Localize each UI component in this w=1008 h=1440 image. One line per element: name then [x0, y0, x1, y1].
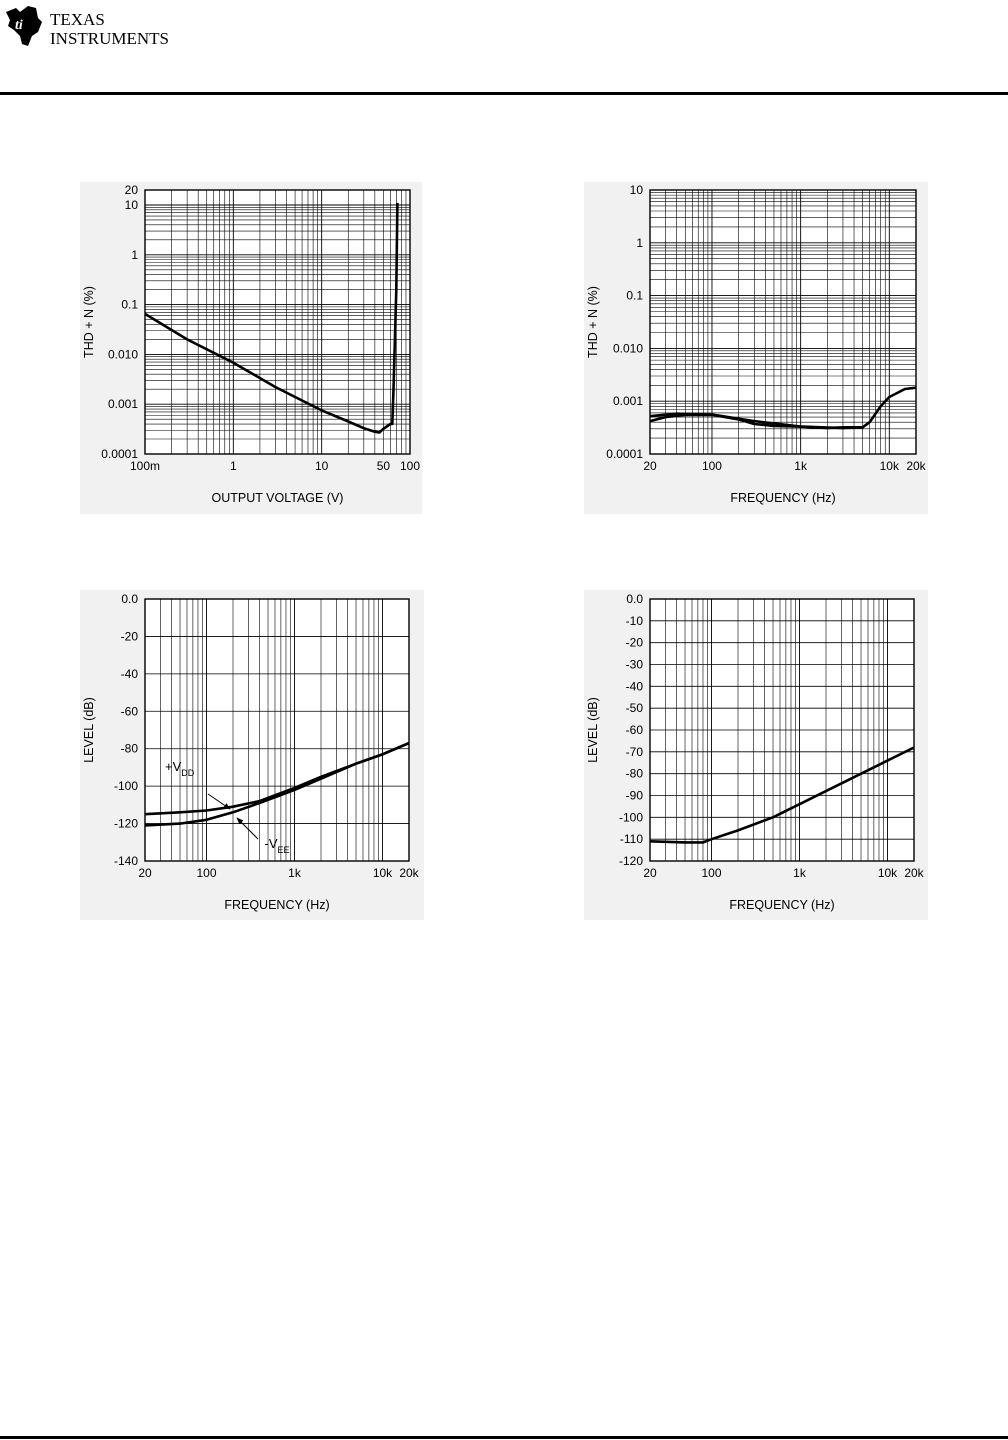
- plot-area: [145, 190, 410, 454]
- x-tick-label: 10k: [878, 866, 898, 880]
- y-tick-label: 0.0: [626, 592, 643, 606]
- y-tick-label: 10: [630, 183, 644, 197]
- y-tick-label: 0.0: [121, 592, 138, 606]
- y-tick-label: -30: [626, 658, 644, 672]
- y-tick-label: -80: [626, 767, 644, 781]
- x-axis-label: FREQUENCY (Hz): [730, 491, 835, 505]
- y-tick-label: -40: [626, 679, 644, 693]
- y-tick-label: 0.1: [626, 289, 643, 303]
- x-tick-label: 100: [400, 459, 420, 473]
- series-line: [144, 202, 399, 434]
- plot-frame: [649, 598, 915, 862]
- annotation-leader: [236, 817, 259, 840]
- x-tick-label: 1k: [793, 866, 807, 880]
- chart-level-vs-frequency: 20 100 1k 10k 20k 0.0 -10 -20 -30 -40 -50 -60 -70 -80…: [584, 590, 928, 920]
- plot-area: [650, 190, 916, 454]
- y-tick-label: -100: [114, 779, 138, 793]
- annotation-leader: [207, 793, 231, 810]
- series-line: [144, 741, 410, 827]
- x-tick-label: 20: [138, 866, 152, 880]
- x-tick-label: 20: [643, 459, 657, 473]
- x-axis-label: OUTPUT VOLTAGE (V): [212, 491, 344, 505]
- y-tick-label: -20: [121, 629, 139, 643]
- ti-logo: ti TEXAS INSTRUMENTS: [6, 6, 169, 48]
- y-tick-label: 0.0001: [101, 447, 138, 461]
- x-tick-label: 100: [702, 459, 722, 473]
- y-tick-label: 20: [125, 183, 139, 197]
- y-tick-label: -80: [121, 742, 139, 756]
- y-axis-label: LEVEL (dB): [586, 697, 600, 763]
- y-tick-label: -50: [626, 701, 644, 715]
- y-tick-label: 10: [125, 198, 139, 212]
- y-tick-label: -10: [626, 614, 644, 628]
- y-tick-label: -120: [114, 817, 138, 831]
- y-tick-label: -70: [626, 745, 644, 759]
- x-tick-label: 100m: [130, 459, 160, 473]
- ti-state-logo-icon: [6, 6, 42, 46]
- y-tick-label: 0.1: [121, 298, 138, 312]
- y-axis-label: THD + N (%): [586, 286, 600, 358]
- y-tick-label: 1: [131, 248, 138, 262]
- plot-frame: [649, 189, 917, 455]
- x-tick-label: 50: [377, 459, 391, 473]
- brand-line2: INSTRUMENTS: [50, 29, 169, 48]
- x-axis-label: FREQUENCY (Hz): [224, 898, 329, 912]
- chart-thd-vs-output-voltage: 100m 1 10 50 100 0.0001 0.001 0.010 0.1 1 10 20 OUTP…: [80, 182, 422, 514]
- y-tick-label: 0.010: [108, 347, 138, 361]
- x-tick-label: 1k: [794, 459, 808, 473]
- x-tick-label: 100: [701, 866, 721, 880]
- y-axis-label: LEVEL (dB): [82, 697, 96, 763]
- chart-level-vs-frequency-supply: 20 100 1k 10k 20k 0.0 -20 -40 -60 -80 -100 -120 -140…: [80, 590, 424, 920]
- series-line: [649, 746, 915, 844]
- y-tick-label: -120: [619, 854, 643, 868]
- y-tick-label: -100: [619, 810, 643, 824]
- y-tick-label: -20: [626, 636, 644, 650]
- y-axis-label: THD + N (%): [82, 286, 96, 358]
- y-tick-label: -60: [626, 723, 644, 737]
- y-tick-label: 0.001: [613, 394, 643, 408]
- series-line: [649, 412, 863, 430]
- x-tick-label: 10k: [373, 866, 393, 880]
- brand-line1: TEXAS: [50, 10, 105, 29]
- chart-svg: 100m 1 10 50 1000.00010.0010.0100.111020OUTP…: [82, 183, 420, 505]
- y-tick-label: -90: [626, 789, 644, 803]
- x-tick-label: 1: [230, 459, 237, 473]
- x-tick-label: 20k: [904, 866, 924, 880]
- x-tick-label: 20k: [399, 866, 419, 880]
- y-tick-label: -140: [114, 854, 138, 868]
- y-tick-label: -110: [620, 832, 643, 846]
- footer-rule: [0, 1436, 1008, 1439]
- x-tick-label: 1k: [288, 866, 302, 880]
- y-tick-label: -60: [121, 704, 139, 718]
- x-tick-label: 20k: [906, 459, 926, 473]
- series-annotation: +VDD: [165, 759, 195, 778]
- chart-svg: 20 100 1k 10k 20k 0.0 -20 -40 -60 -80 -100 -120 -140…: [82, 592, 420, 912]
- y-tick-label: 0.010: [613, 341, 643, 355]
- x-tick-label: 100: [196, 866, 216, 880]
- chart-svg: 20 100 1k 10k 20k 0.0001 0.001 0.010 0.1 1 10 FREQU…: [586, 183, 927, 505]
- chart-svg: 20 100 1k 10k 20k 0.0 -10 -20 -30 -40 -50 -60 -70 -80…: [586, 592, 925, 912]
- chart-thd-vs-frequency: 20 100 1k 10k 20k 0.0001 0.001 0.010 0.1 1 10 FREQU…: [584, 182, 928, 514]
- x-tick-label: 10k: [880, 459, 900, 473]
- plot-frame: [144, 598, 410, 862]
- x-axis-label: FREQUENCY (Hz): [729, 898, 834, 912]
- plot-area: [145, 599, 409, 861]
- y-tick-label: 1: [636, 236, 643, 250]
- y-tick-label: 0.0001: [606, 447, 643, 461]
- header-rule: [0, 92, 1008, 95]
- series-annotation: -VEE: [264, 836, 289, 855]
- x-tick-label: 10: [315, 459, 329, 473]
- y-tick-label: -40: [121, 667, 139, 681]
- x-tick-label: 20: [643, 866, 657, 880]
- y-tick-label: 0.001: [108, 397, 138, 411]
- ti-logo-mark: ti: [15, 18, 23, 33]
- plot-frame: [144, 189, 411, 455]
- page-header: ti TEXAS INSTRUMENTS: [0, 0, 1008, 96]
